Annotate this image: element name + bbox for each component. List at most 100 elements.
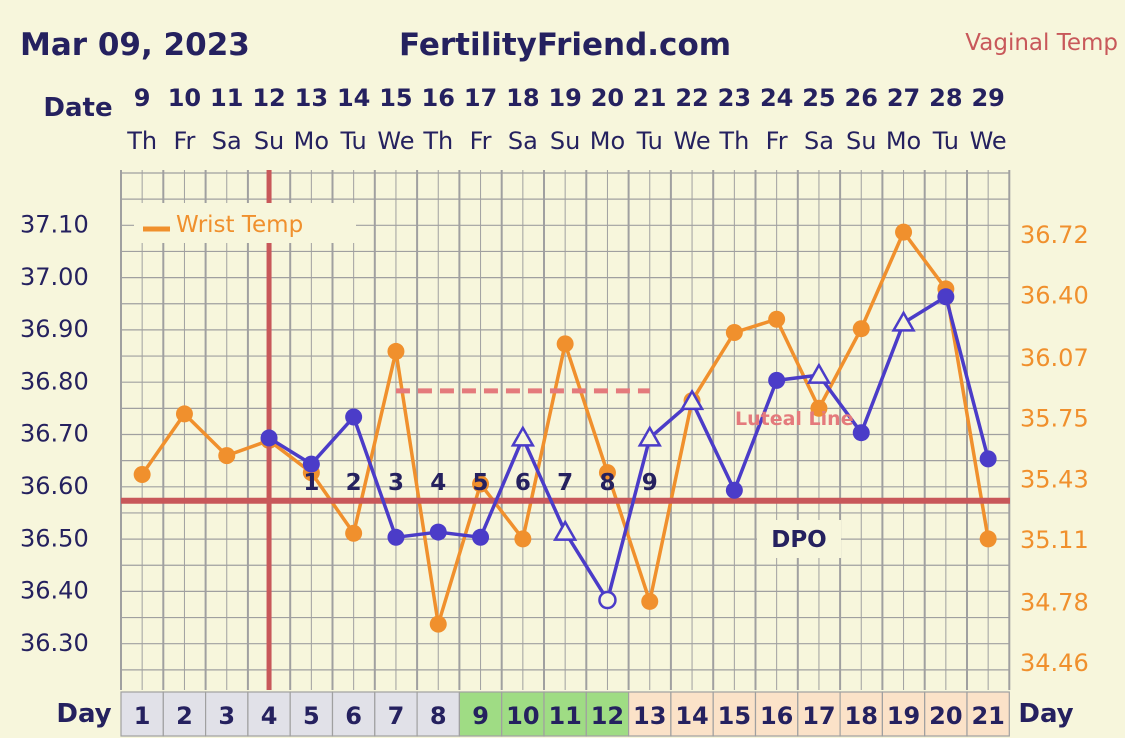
wrist-temp-point	[472, 475, 490, 493]
vaginal-temp-triangle-point	[891, 310, 916, 332]
weekday-label: Mo	[886, 127, 921, 155]
legend-box	[134, 203, 356, 243]
vaginal-temp-open-point	[598, 590, 617, 610]
wrist-temp-point	[725, 323, 743, 341]
cycle-day-label: 8	[430, 702, 447, 730]
date-label: 25	[802, 84, 835, 112]
date-label: 18	[506, 84, 539, 112]
site-name: FertilityFriend.com	[399, 27, 731, 63]
right-tick-label: 35.43	[1020, 465, 1089, 493]
cycle-day-label: 17	[802, 702, 835, 730]
cycle-day-cell	[797, 691, 841, 737]
temp-type-label: Vaginal Temp	[965, 30, 1118, 56]
right-tick-label: 35.75	[1020, 405, 1089, 433]
right-tick-label: 34.78	[1020, 588, 1089, 616]
cycle-day-cell	[670, 691, 714, 737]
cycle-day-label: 13	[633, 702, 666, 730]
weekday-label: Tu	[340, 127, 367, 155]
luteal-line-label: Luteal Line	[735, 408, 854, 430]
wrist-temp-point	[218, 447, 236, 465]
cycle-day-row: 1 2 3 4 5 6 7 8 9 10 11 12 13 14 15 16 17 18 19 20 21	[120, 691, 1010, 737]
cycle-day-label: 7	[388, 702, 405, 730]
dpo-number: 2	[346, 470, 362, 496]
cycle-day-cell	[205, 691, 249, 737]
weekday-label: Mo	[294, 127, 329, 155]
legend-wrist-label: Wrist Temp	[176, 212, 303, 238]
vaginal-temp-triangle-point	[806, 362, 832, 384]
wrist-temp-point	[768, 310, 786, 328]
cycle-day-cell	[416, 691, 461, 737]
day-row-label-right: Day	[1018, 699, 1073, 729]
weekday-label: We	[970, 127, 1007, 155]
cycle-day-label: 9	[472, 702, 489, 730]
weekday-label: Sa	[212, 127, 242, 155]
dpo-label: DPO	[771, 527, 827, 553]
left-tick-label: 36.90	[20, 315, 89, 343]
vaginal-temp-point	[345, 408, 363, 426]
vaginal-temp-triangle-point	[510, 425, 536, 447]
left-tick-label: 36.80	[20, 367, 89, 395]
weekday-label: Tu	[636, 127, 663, 155]
right-tick-label: 35.11	[1020, 526, 1089, 554]
cycle-day-cell	[458, 691, 503, 737]
date-label: 20	[591, 84, 624, 112]
weekday-label: Su	[550, 127, 580, 155]
left-tick-label: 37.10	[20, 211, 89, 239]
cycle-day-cell	[543, 691, 587, 737]
wrist-temp-point	[556, 335, 574, 353]
date-label: 11	[210, 84, 243, 112]
cycle-day-label: 20	[929, 702, 962, 730]
vaginal-temp-point	[260, 429, 278, 447]
cycle-day-cell	[120, 691, 164, 737]
cycle-day-cell	[839, 691, 883, 737]
cycle-day-label: 21	[971, 702, 1004, 730]
left-tick-label: 36.30	[20, 629, 89, 657]
left-tick-label: 36.40	[20, 577, 89, 605]
vaginal-temp-point	[429, 523, 447, 541]
dpo-number: 8	[599, 470, 615, 496]
wrist-temp-point	[387, 342, 405, 360]
left-tick-label: 36.70	[20, 420, 89, 448]
cycle-day-label: 18	[845, 702, 878, 730]
date-label: 17	[464, 84, 497, 112]
vaginal-temp-point	[937, 288, 955, 306]
chart-grid	[120, 170, 1011, 690]
vaginal-temp-point	[472, 528, 490, 546]
weekday-label: Fr	[173, 127, 195, 155]
weekday-label: Fr	[470, 127, 492, 155]
weekday-label: Su	[254, 127, 284, 155]
wrist-temp-point	[598, 464, 616, 482]
cycle-day-label: 6	[345, 702, 362, 730]
weekday-label: Su	[846, 127, 876, 155]
date-label: 10	[168, 84, 201, 112]
day-row-label: Day	[56, 699, 111, 729]
cycle-day-cell	[331, 691, 376, 737]
weekday-label: Sa	[804, 127, 834, 155]
cycle-day-cell	[501, 691, 545, 737]
vaginal-temp-triangle-point	[637, 425, 662, 447]
date-header: 9 Th 10 Fr 11 Sa 12 Su 13 Mo 14 Tu 15 We 16 Th 17 Fr 18 Sa 1…	[126, 84, 1006, 155]
left-tick-label: 36.50	[20, 524, 89, 552]
cycle-day-cell	[924, 691, 968, 737]
wrist-temp-point	[133, 466, 151, 484]
cycle-day-label: 3	[218, 702, 235, 730]
wrist-temp-point	[514, 530, 532, 548]
cycle-day-label: 4	[261, 702, 278, 730]
date-label: 15	[379, 84, 412, 112]
wrist-temp-point	[641, 592, 659, 610]
dpo-number: 1	[303, 470, 319, 496]
dpo-number: 5	[473, 470, 489, 496]
left-tick-label: 36.60	[20, 472, 89, 500]
left-axis-ticks: 37.10 37.00 36.90 36.80 36.70 36.60 36.50 36.40…	[20, 211, 89, 657]
cycle-day-label: 14	[675, 702, 708, 730]
weekday-label: Sa	[508, 127, 538, 155]
cycle-day-label: 2	[176, 702, 193, 730]
vaginal-temp-triangle-point	[679, 388, 705, 411]
right-axis-ticks: 36.72 36.40 36.07 35.75 35.43 35.11 34.78 34.46	[1020, 221, 1089, 677]
cycle-day-label: 5	[303, 702, 320, 730]
dpo-number: 6	[515, 470, 531, 496]
wrist-temp-point	[175, 405, 193, 423]
wrist-temp-point	[979, 530, 997, 548]
vaginal-temp-point	[768, 371, 786, 389]
